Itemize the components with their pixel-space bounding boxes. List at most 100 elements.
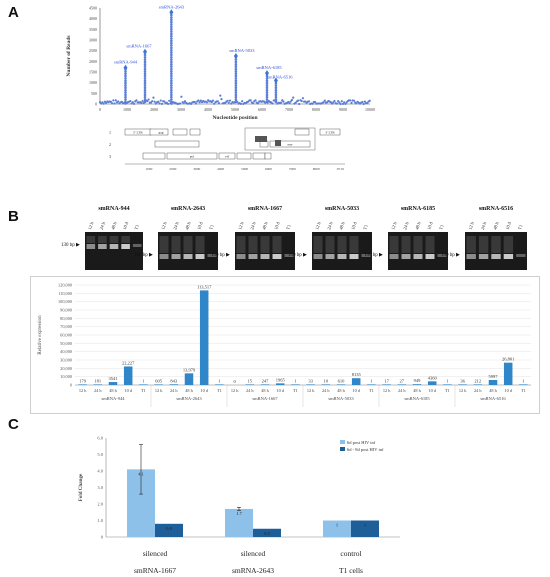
lane-label: T1	[208, 224, 214, 230]
hiv-genome-map: 1 2 3 5' LTR gag pol vif env 3' LTR 1000 2000 3000 4…	[109, 127, 345, 171]
gene-box	[166, 152, 218, 160]
read-point	[151, 100, 154, 103]
read-point	[170, 60, 173, 64]
gel-title: smRNA-6516	[478, 206, 514, 212]
gene-box	[255, 136, 267, 142]
lane-label: 10 d	[273, 221, 281, 231]
read-point	[143, 70, 147, 73]
read-point	[335, 102, 339, 105]
gene-label: 5' LTR	[133, 131, 143, 135]
read-point	[143, 86, 147, 90]
read-point	[313, 100, 317, 104]
read-point	[234, 58, 238, 61]
read-point	[170, 74, 173, 78]
bar-value-label: 27	[400, 378, 405, 383]
x-sub-tick-label: 48 h	[413, 388, 421, 393]
y-tick-label: 70,000	[60, 324, 72, 330]
gel-band	[337, 254, 347, 259]
y-tick-label: 3.0	[97, 485, 103, 490]
gel-band	[171, 254, 181, 259]
gel-band	[349, 254, 359, 259]
panel-letter-a: A	[8, 4, 19, 21]
read-point	[170, 98, 173, 101]
read-point	[170, 30, 173, 33]
read-point	[193, 100, 196, 104]
x-sub-tick-label: 12 h	[383, 388, 391, 393]
category-label-line2: smRNA-1667	[134, 566, 176, 575]
read-point	[170, 84, 173, 87]
read-point	[198, 101, 201, 104]
bar-value-label: 247	[262, 378, 270, 383]
x-sub-tick-label: 12 h	[155, 388, 163, 393]
read-point	[143, 91, 147, 94]
read-point	[241, 100, 244, 103]
read-point	[153, 100, 156, 103]
read-point	[170, 67, 173, 71]
category-label-line2: smRNA-2643	[232, 566, 274, 575]
read-point	[117, 100, 120, 103]
gene-label: gag	[158, 131, 163, 135]
gel-title: smRNA-6185	[400, 206, 436, 212]
read-point	[170, 70, 173, 73]
bar-value-label: 212	[474, 378, 481, 383]
read-point	[170, 23, 173, 26]
gel-lane-labels: 12 h 24 h 48 h 10 d T1	[314, 221, 368, 231]
bar-value-label: 1	[294, 378, 296, 383]
gel-band	[248, 254, 258, 259]
read-point	[140, 101, 143, 105]
expression-bar	[427, 381, 437, 385]
genome-tick-label: 9719	[337, 167, 344, 171]
bar-value-label: 1	[218, 378, 220, 383]
read-point	[271, 102, 274, 105]
expression-bar	[412, 384, 422, 385]
bar-value-label: 1	[446, 378, 448, 383]
legend-swatch	[340, 440, 345, 444]
read-point	[170, 100, 173, 104]
read-point	[234, 63, 238, 66]
expression-bar	[215, 384, 224, 385]
read-point	[170, 88, 173, 92]
x-tick-label: 10000	[365, 107, 375, 112]
lane-label: 10 d	[426, 221, 434, 231]
bar-value-label: 4.1	[138, 471, 144, 476]
lane-label: 48 h	[492, 221, 500, 231]
read-point	[111, 102, 114, 105]
read-point	[170, 93, 173, 97]
read-point	[170, 18, 173, 22]
bar-value-label: 949	[414, 378, 422, 383]
read-point	[228, 99, 232, 102]
read-point	[265, 91, 269, 94]
gel-marker-label: 100 bp ▶	[211, 253, 230, 258]
read-point	[274, 93, 278, 97]
gene-box	[142, 152, 166, 160]
read-point	[361, 100, 364, 104]
group-label: smRNA-6185	[404, 396, 430, 401]
expression-bar	[184, 373, 194, 385]
lane-label: 12 h	[314, 221, 322, 231]
read-point	[143, 67, 147, 71]
y-tick-label: 5.0	[97, 452, 103, 457]
expression-bar	[275, 383, 285, 385]
gel-band	[361, 254, 371, 257]
gel-band	[491, 254, 501, 259]
read-point	[143, 60, 147, 64]
category-label-line1: silenced	[241, 549, 266, 558]
read-point	[143, 100, 147, 104]
peak-label: smRNA-2643	[159, 4, 185, 9]
bar-value-label: 0.5	[264, 531, 270, 536]
x-sub-tick-label: 12 h	[459, 388, 467, 393]
read-point	[124, 100, 127, 104]
read-point	[124, 88, 127, 92]
read-point	[120, 100, 123, 103]
read-point	[333, 99, 336, 103]
read-point	[234, 81, 238, 85]
read-point	[124, 93, 127, 97]
read-point	[124, 79, 127, 83]
read-point	[112, 99, 115, 102]
lane-label: 10 d	[196, 221, 204, 231]
gel-band	[109, 244, 119, 249]
expression-bar	[503, 362, 513, 385]
gel-band	[132, 244, 142, 247]
read-point	[170, 58, 173, 61]
y-tick-label: 50,000	[60, 341, 72, 347]
